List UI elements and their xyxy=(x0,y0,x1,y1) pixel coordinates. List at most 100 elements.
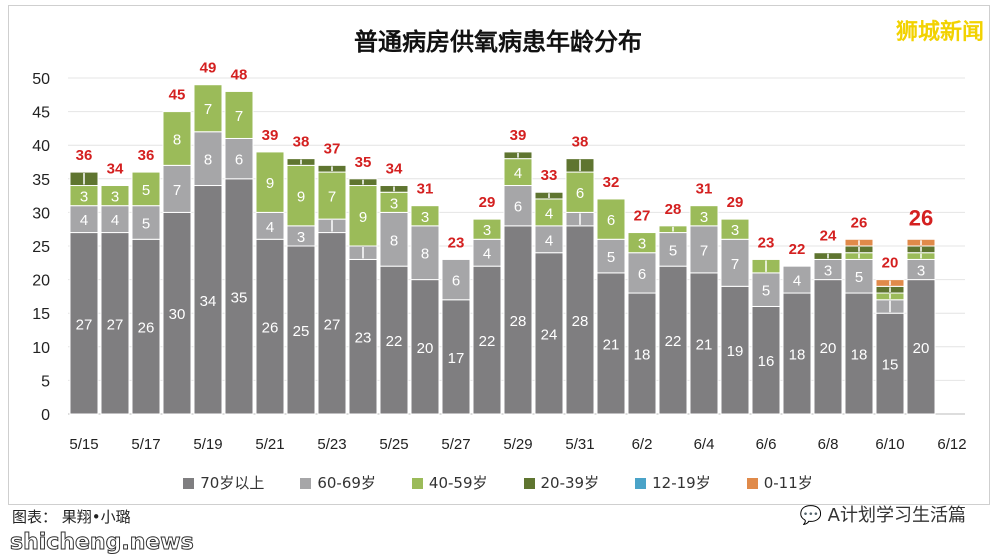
x-tick-label: 5/25 xyxy=(379,436,408,453)
y-tick-label: 10 xyxy=(32,340,50,357)
segment-label: 6 xyxy=(638,266,646,283)
total-label: 34 xyxy=(107,161,124,178)
bar-segment xyxy=(162,111,192,166)
segment-label: 3 xyxy=(111,189,119,206)
chart-title: 普通病房供氧病患年龄分布 xyxy=(354,28,642,56)
segment-label: 22 xyxy=(665,333,682,350)
bar-segment xyxy=(472,265,502,415)
bar-segment xyxy=(720,285,750,415)
legend-swatch xyxy=(746,477,758,489)
bar-segment xyxy=(658,232,688,267)
bar-segment xyxy=(782,265,812,294)
segment-label: 4 xyxy=(111,212,119,229)
bar-segment xyxy=(751,272,781,307)
x-tick-label: 6/2 xyxy=(632,436,653,453)
bar-segment xyxy=(410,279,440,415)
segment-label: 6 xyxy=(514,199,522,216)
total-label: 45 xyxy=(169,87,186,104)
segment-label: 26 xyxy=(138,320,155,337)
y-tick-label: 35 xyxy=(32,172,50,189)
bar-segment xyxy=(224,137,254,180)
total-label: 31 xyxy=(696,181,713,198)
bar-segment xyxy=(100,205,130,234)
segment-label: 34 xyxy=(200,293,217,310)
segment-label: 8 xyxy=(390,232,398,249)
legend-swatch xyxy=(635,477,647,489)
segment-label: 7 xyxy=(328,189,336,206)
x-tick-label: 6/6 xyxy=(756,436,777,453)
segment-label: 3 xyxy=(731,222,739,239)
segment-label: 4 xyxy=(545,205,553,222)
total-label: 34 xyxy=(386,161,403,178)
segment-label: 21 xyxy=(696,336,713,353)
bar-segment xyxy=(286,245,316,415)
segment-label: 5 xyxy=(142,182,150,199)
segment-label: 6 xyxy=(235,152,243,169)
x-tick-label: 6/10 xyxy=(875,436,904,453)
segment-label: 27 xyxy=(324,316,341,333)
total-label: 23 xyxy=(758,234,775,251)
total-label: 33 xyxy=(541,167,558,184)
legend-label: 0-11岁 xyxy=(763,474,813,492)
segment-label: 7 xyxy=(204,101,212,118)
legend-item: 60-69岁 xyxy=(300,474,376,492)
total-label: 28 xyxy=(665,201,682,218)
legend-item: 40-59岁 xyxy=(411,474,488,492)
segment-label: 22 xyxy=(386,333,403,350)
bar-segment xyxy=(565,171,595,213)
segment-label: 23 xyxy=(355,330,372,347)
total-label: 49 xyxy=(200,60,217,77)
bar-segment xyxy=(441,299,471,415)
y-tick-label: 5 xyxy=(41,373,50,390)
bar-segment xyxy=(720,218,750,240)
bar-segment xyxy=(193,131,223,187)
segment-label: 4 xyxy=(80,212,88,229)
segment-label: 5 xyxy=(855,269,863,286)
legend-swatch xyxy=(183,477,195,489)
segment-label: 22 xyxy=(479,333,496,350)
segment-label: 15 xyxy=(882,357,899,374)
total-label: 35 xyxy=(355,154,372,171)
y-tick-label: 45 xyxy=(32,105,50,122)
bar-segment xyxy=(503,225,533,415)
bar-segment xyxy=(658,265,688,415)
bar-segment xyxy=(131,171,161,207)
total-label: 26 xyxy=(909,205,933,230)
total-label: 39 xyxy=(510,127,527,144)
segment-label: 27 xyxy=(107,316,124,333)
bar-segment xyxy=(565,225,595,415)
total-label: 20 xyxy=(882,255,899,272)
segment-label: 3 xyxy=(80,189,88,206)
bar-segment xyxy=(627,292,657,415)
segment-label: 35 xyxy=(231,289,248,306)
bar-segment xyxy=(441,258,471,301)
segment-label: 4 xyxy=(545,232,553,249)
y-tick-label: 50 xyxy=(32,71,50,88)
total-label: 24 xyxy=(820,228,837,245)
segment-label: 20 xyxy=(417,340,434,357)
legend-item: 0-11岁 xyxy=(746,474,813,492)
segment-label: 3 xyxy=(917,263,925,280)
bar-segment xyxy=(162,211,192,415)
segment-label: 6 xyxy=(452,273,460,290)
y-tick-label: 30 xyxy=(32,205,50,222)
segment-label: 8 xyxy=(173,131,181,148)
x-tick-label: 5/21 xyxy=(255,436,284,453)
segment-label: 18 xyxy=(634,347,651,364)
segment-label: 3 xyxy=(390,195,398,212)
wechat-name: A计划学习生活篇 xyxy=(827,505,966,526)
segment-label: 8 xyxy=(421,246,429,263)
bar-segment xyxy=(100,185,130,207)
bar-segment xyxy=(813,279,843,415)
stacked-bar-chart: 0510152025303540455027433627433426553630… xyxy=(32,60,966,453)
segment-label: 5 xyxy=(607,249,615,266)
segment-label: 4 xyxy=(514,165,522,182)
segment-label: 28 xyxy=(510,313,527,330)
total-label: 48 xyxy=(231,66,248,83)
x-tick-label: 5/19 xyxy=(193,436,222,453)
bar-segment xyxy=(844,292,874,415)
wechat-account: 💬 A计划学习生活篇 xyxy=(800,505,966,527)
bar-segment xyxy=(410,205,440,227)
bar-segment xyxy=(596,238,626,274)
x-tick-label: 5/29 xyxy=(503,436,532,453)
